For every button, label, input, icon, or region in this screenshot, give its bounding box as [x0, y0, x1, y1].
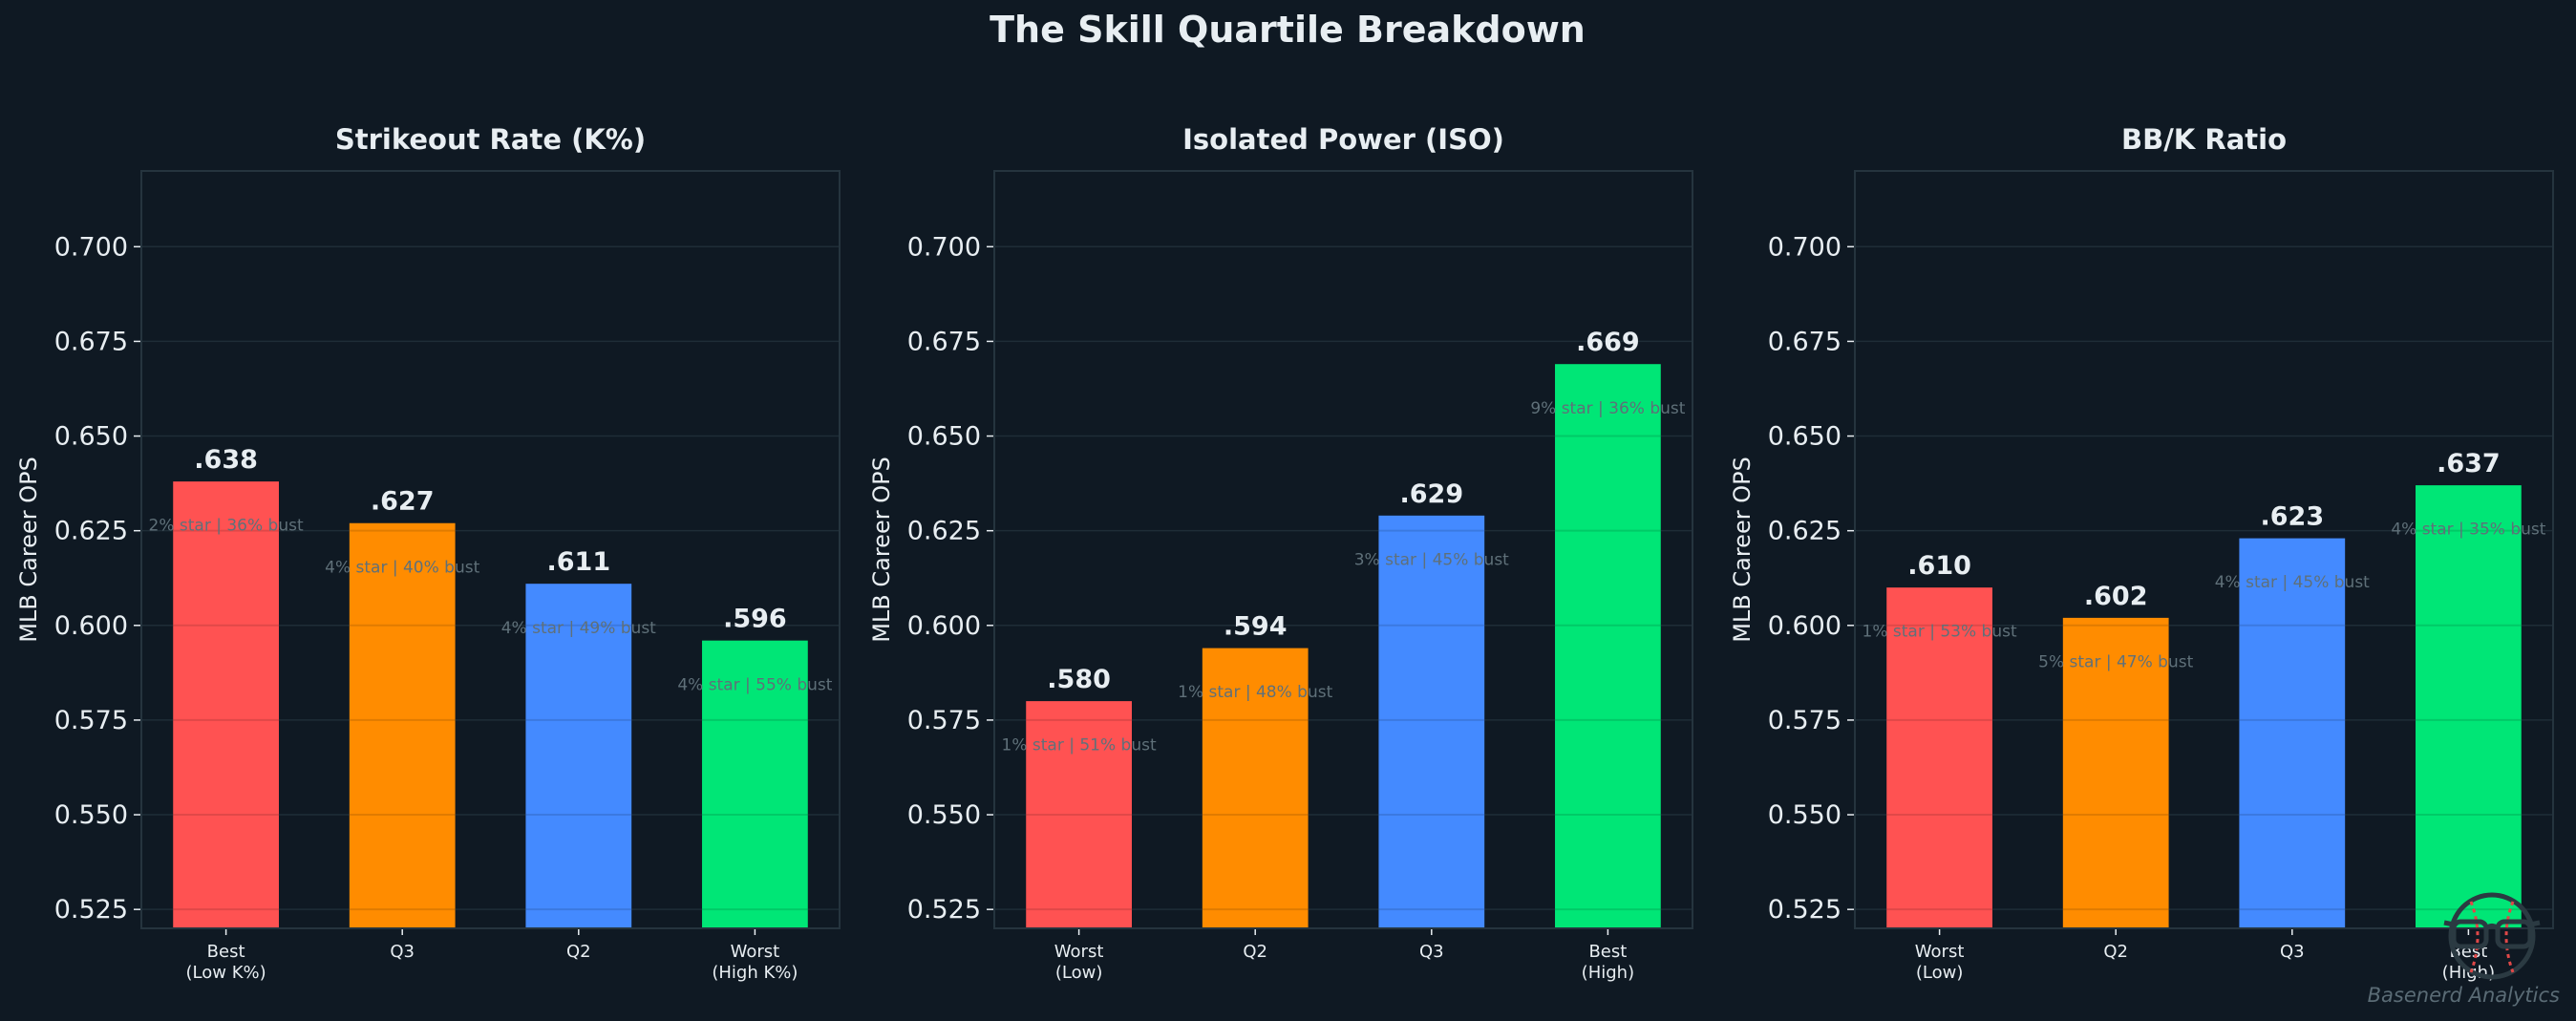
y-tick-label: 0.600 — [54, 611, 128, 641]
bar — [173, 481, 279, 928]
value-label: .602 — [2084, 582, 2148, 611]
value-label: .580 — [1047, 665, 1111, 694]
y-tick-label: 0.625 — [1768, 517, 1842, 546]
y-tick-label: 0.675 — [54, 327, 128, 356]
value-label: .596 — [723, 605, 787, 634]
y-tick-label: 0.650 — [54, 422, 128, 452]
y-tick-label: 0.600 — [1768, 611, 1842, 641]
x-tick-label: (High) — [1582, 963, 1634, 983]
value-label: .669 — [1576, 328, 1640, 357]
star-bust-annotation: 1% star | 51% bust — [1002, 736, 1157, 755]
axes-frame — [140, 170, 841, 929]
y-tick-label: 0.525 — [907, 895, 981, 925]
axes-frame — [1854, 170, 2554, 929]
y-tick-label: 0.575 — [907, 706, 981, 735]
star-bust-annotation: 2% star | 36% bust — [149, 517, 304, 536]
x-tick-label: Worst — [1915, 942, 1965, 962]
y-tick-label: 0.700 — [907, 232, 981, 262]
subplot-title: BB/K Ratio — [2121, 123, 2287, 156]
x-tick-label: (High K%) — [712, 963, 798, 983]
x-tick-label: Q3 — [390, 942, 415, 962]
x-tick-label: Worst — [1054, 942, 1104, 962]
star-bust-annotation: 4% star | 55% bust — [677, 675, 832, 694]
x-tick-label: (Low) — [1055, 963, 1103, 983]
y-axis-label: MLB Career OPS — [1729, 457, 1756, 643]
value-label: .629 — [1399, 479, 1463, 509]
star-bust-annotation: 4% star | 49% bust — [501, 619, 656, 638]
x-tick-label: Q2 — [566, 942, 591, 962]
watermark: Basenerd Analytics — [2368, 984, 2560, 1007]
axes-frame — [993, 170, 1693, 929]
x-tick-label: Q3 — [1419, 942, 1444, 962]
bar — [702, 640, 808, 928]
subplot-title: Strikeout Rate (K%) — [335, 123, 646, 156]
bar — [2416, 485, 2522, 928]
subplot-1: Strikeout Rate (K%) MLB Career OPS 0.525 0.… — [15, 123, 841, 983]
y-tick-label: 0.675 — [907, 327, 981, 356]
bar — [1555, 364, 1661, 929]
bar — [1378, 515, 1485, 928]
y-tick-label: 0.700 — [54, 232, 128, 262]
star-bust-annotation: 1% star | 48% bust — [1178, 683, 1332, 702]
y-tick-label: 0.600 — [907, 611, 981, 641]
bar — [2239, 538, 2346, 928]
star-bust-annotation: 1% star | 53% bust — [1863, 623, 2017, 642]
figure-title: The Skill Quartile Breakdown — [990, 9, 1586, 51]
x-tick-label: (Low K%) — [186, 963, 266, 983]
value-label: .638 — [194, 445, 258, 475]
value-label: .594 — [1224, 612, 1288, 642]
star-bust-annotation: 4% star | 35% bust — [2391, 521, 2545, 540]
subplot-2: Isolated Power (ISO) MLB Career OPS 0.525 0… — [868, 123, 1693, 983]
star-bust-annotation: 3% star | 45% bust — [1354, 550, 1509, 569]
y-axis-label: MLB Career OPS — [868, 457, 895, 643]
y-tick-label: 0.575 — [1768, 706, 1842, 735]
y-tick-label: 0.525 — [1768, 895, 1842, 925]
y-tick-label: 0.525 — [54, 895, 128, 925]
subplot-title: Isolated Power (ISO) — [1182, 123, 1504, 156]
bar — [1202, 648, 1309, 928]
y-tick-label: 0.650 — [1768, 422, 1842, 452]
value-label: .611 — [546, 547, 610, 577]
y-tick-label: 0.625 — [907, 517, 981, 546]
x-tick-label: (Low) — [1916, 963, 1964, 983]
bar — [1886, 587, 1992, 928]
y-tick-label: 0.700 — [1768, 232, 1842, 262]
glasses-baseball-logo — [2443, 892, 2541, 980]
x-tick-label: Q2 — [2103, 942, 2128, 962]
star-bust-annotation: 4% star | 40% bust — [325, 558, 479, 577]
y-tick-label: 0.550 — [907, 800, 981, 830]
value-label: .610 — [1907, 551, 1971, 581]
x-tick-label: (High) — [2442, 963, 2495, 983]
bar — [1026, 701, 1132, 928]
x-tick-label: Best — [207, 942, 245, 962]
y-tick-label: 0.675 — [1768, 327, 1842, 356]
bar — [349, 522, 456, 928]
y-tick-label: 0.550 — [1768, 800, 1842, 830]
value-label: .623 — [2260, 502, 2324, 532]
x-tick-label: Worst — [731, 942, 780, 962]
y-axis-label: MLB Career OPS — [15, 457, 42, 643]
value-label: .627 — [371, 487, 435, 517]
y-tick-label: 0.650 — [907, 422, 981, 452]
subplot-3: BB/K Ratio MLB Career OPS 0.525 0.550 0.575 0… — [1729, 123, 2554, 983]
star-bust-annotation: 4% star | 45% bust — [2215, 573, 2370, 592]
y-tick-label: 0.550 — [54, 800, 128, 830]
x-tick-label: Q3 — [2280, 942, 2305, 962]
x-tick-label: Q2 — [1243, 942, 1267, 962]
y-tick-label: 0.625 — [54, 517, 128, 546]
star-bust-annotation: 9% star | 36% bust — [1530, 399, 1685, 418]
star-bust-annotation: 5% star | 47% bust — [2038, 652, 2193, 671]
bar — [525, 584, 632, 928]
y-tick-label: 0.575 — [54, 706, 128, 735]
bar — [2062, 617, 2169, 928]
value-label: .637 — [2437, 449, 2501, 479]
x-tick-label: Best — [1588, 942, 1627, 962]
